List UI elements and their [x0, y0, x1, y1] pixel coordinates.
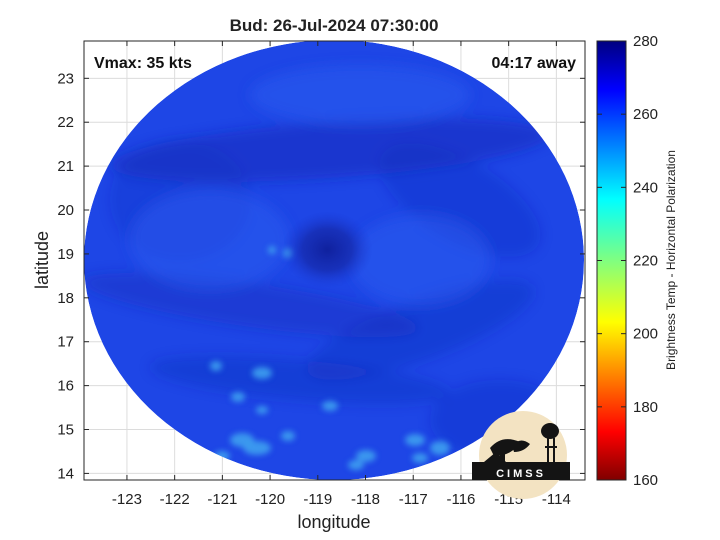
y-axis-label: latitude: [32, 231, 52, 289]
y-tick-label: 20: [57, 202, 74, 219]
cloud-band: [150, 356, 450, 404]
warm-spot: [412, 453, 428, 463]
cloud-patch: [350, 215, 490, 305]
warm-spot: [268, 246, 276, 254]
warm-spot: [210, 361, 222, 371]
y-tick-label: 23: [57, 70, 74, 87]
y-axis: 14 15 16 17 18 19 20 21 22 23: [57, 70, 585, 482]
colorbar-label: Brightness Temp - Horizontal Polarizatio…: [664, 150, 678, 370]
chart-title: Bud: 26-Jul-2024 07:30:00: [230, 16, 439, 35]
x-tick-label: -118: [351, 491, 380, 508]
x-tick-label: -120: [255, 491, 285, 508]
logo-text: CIMSS: [496, 468, 546, 480]
brightness-temperature-swath: [84, 41, 584, 480]
colorbar-ticks: 160 180 200 220 240 260 280: [597, 33, 658, 489]
warm-spots: [210, 246, 450, 470]
colorbar-tick-label: 200: [633, 326, 658, 343]
warm-spot: [243, 441, 271, 455]
warm-spot: [356, 450, 376, 462]
colorbar-tick-label: 180: [633, 399, 658, 416]
warm-spot: [405, 434, 425, 446]
warm-spot: [348, 460, 364, 470]
colorbar: 160 180 200 220 240 260 280 Brightness Temp - …: [596, 33, 678, 489]
y-tick-label: 16: [57, 378, 74, 395]
y-tick-label: 19: [57, 246, 74, 263]
warm-spot: [281, 431, 295, 441]
x-tick-label: -122: [160, 491, 190, 508]
y-tick-label: 15: [57, 422, 74, 439]
colorbar-tick-label: 160: [633, 472, 658, 489]
y-tick-label: 18: [57, 290, 74, 307]
cloud-band: [379, 143, 541, 257]
vmax-annotation: Vmax: 35 kts: [94, 55, 192, 72]
warm-spot: [252, 367, 272, 379]
axes-frame: [83, 40, 586, 481]
cimss-logo: CIMSS: [472, 411, 570, 499]
warm-spot: [231, 392, 245, 402]
x-tick-label: -121: [207, 491, 237, 508]
x-tick-label: -114: [542, 491, 571, 508]
colorbar-tick-label: 260: [633, 106, 658, 123]
time-away-annotation: 04:17 away: [491, 55, 576, 72]
y-tick-label: 14: [57, 465, 74, 482]
cloud-band: [84, 272, 419, 338]
cloud-band: [306, 280, 534, 380]
x-axis-label: longitude: [297, 512, 370, 532]
warm-spot: [256, 406, 268, 414]
y-tick-label: 17: [57, 334, 74, 351]
colorbar-tick-label: 220: [633, 253, 658, 270]
x-tick-label: -123: [112, 491, 142, 508]
cloud-patch: [250, 65, 470, 125]
x-tick-label: -117: [399, 491, 428, 508]
x-tick-label: -119: [303, 491, 332, 508]
storm-eye: [282, 211, 373, 288]
x-tick-label: -116: [446, 491, 475, 508]
warm-spot: [430, 441, 450, 455]
colorbar-tick-label: 240: [633, 179, 658, 196]
y-tick-label: 22: [57, 114, 74, 131]
y-tick-label: 21: [57, 158, 74, 175]
cloud-patch: [130, 190, 290, 290]
warm-spot: [322, 401, 338, 411]
colorbar-tick-label: 280: [633, 33, 658, 50]
